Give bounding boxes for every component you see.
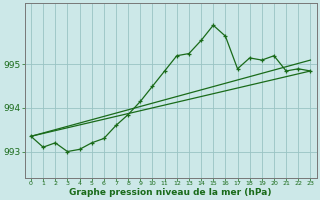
X-axis label: Graphe pression niveau de la mer (hPa): Graphe pression niveau de la mer (hPa): [69, 188, 272, 197]
